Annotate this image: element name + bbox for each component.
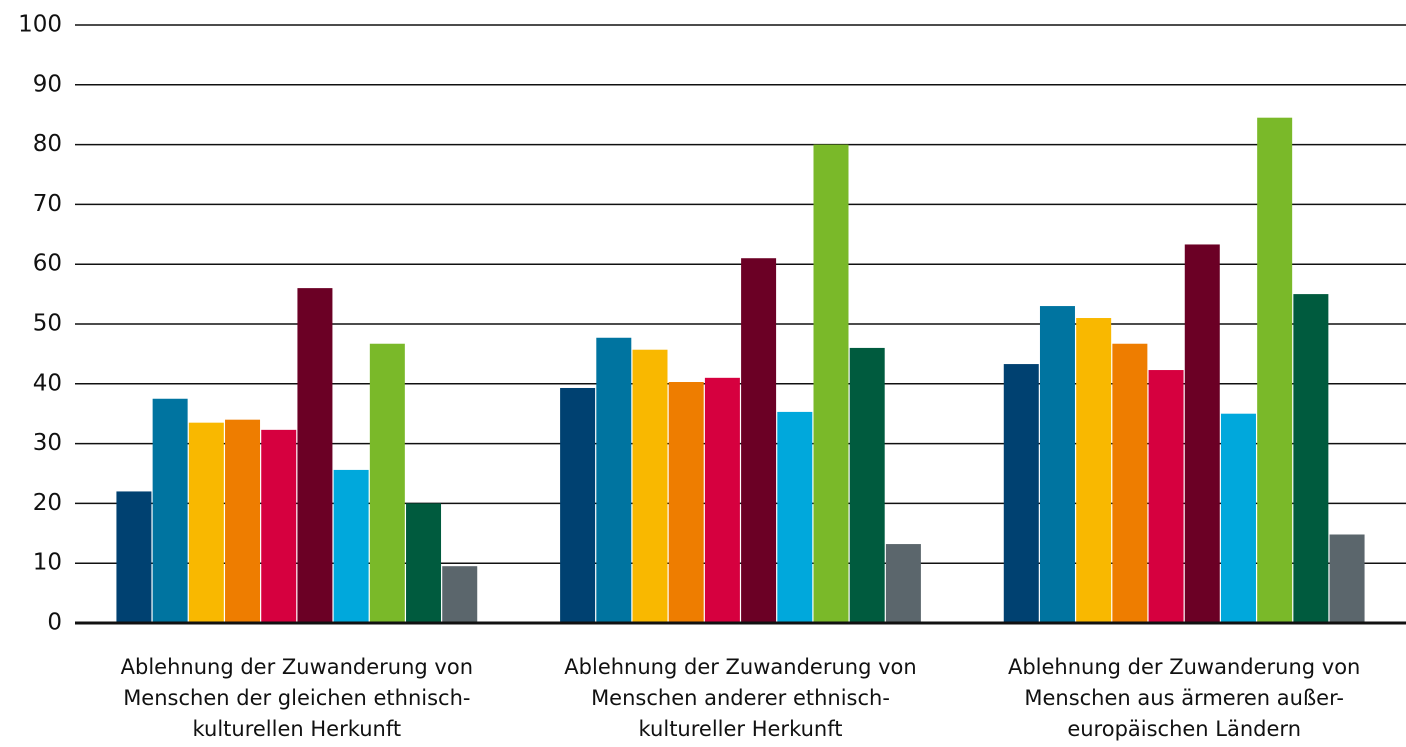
y-tick-label: 20 xyxy=(33,490,62,516)
bar xyxy=(225,419,261,623)
y-tick-label: 60 xyxy=(33,251,62,277)
bar xyxy=(813,144,849,623)
bar xyxy=(1293,294,1329,623)
bar xyxy=(1184,244,1220,623)
x-tick-label: Ablehnung der Zuwanderung von Menschen a… xyxy=(1007,655,1361,741)
bar xyxy=(261,429,297,623)
bar xyxy=(188,422,224,623)
bar xyxy=(704,377,740,623)
bar xyxy=(560,387,596,623)
bar xyxy=(596,337,632,623)
bar xyxy=(849,347,885,623)
bar xyxy=(1039,306,1075,623)
bar xyxy=(333,469,369,623)
y-tick-label: 50 xyxy=(33,311,62,337)
bar xyxy=(1220,413,1256,623)
bar xyxy=(1329,534,1365,623)
y-tick-label: 80 xyxy=(33,131,62,157)
bar xyxy=(777,411,813,623)
y-tick-label: 100 xyxy=(18,12,62,38)
bar xyxy=(668,382,704,623)
bar xyxy=(1112,343,1148,623)
bar xyxy=(885,544,921,623)
y-tick-label: 30 xyxy=(33,430,62,456)
bar xyxy=(442,566,478,623)
bar xyxy=(406,503,442,623)
bar xyxy=(1003,364,1039,623)
bar xyxy=(152,398,188,623)
bar xyxy=(297,288,333,623)
x-tick-label: Ablehnung der Zuwanderung von Menschen a… xyxy=(564,655,917,741)
y-tick-label: 90 xyxy=(33,71,62,97)
bar xyxy=(116,491,152,623)
x-tick-label: Ablehnung der Zuwanderung von Menschen d… xyxy=(120,655,474,741)
bar xyxy=(1257,117,1293,623)
y-tick-label: 10 xyxy=(33,550,62,576)
bar xyxy=(369,343,405,623)
bar xyxy=(1148,370,1184,623)
y-tick-label: 70 xyxy=(33,191,62,217)
bar xyxy=(632,349,668,623)
y-tick-label: 40 xyxy=(33,370,62,396)
y-tick-label: 0 xyxy=(47,610,62,636)
bar xyxy=(1076,318,1112,623)
bar xyxy=(741,258,777,623)
